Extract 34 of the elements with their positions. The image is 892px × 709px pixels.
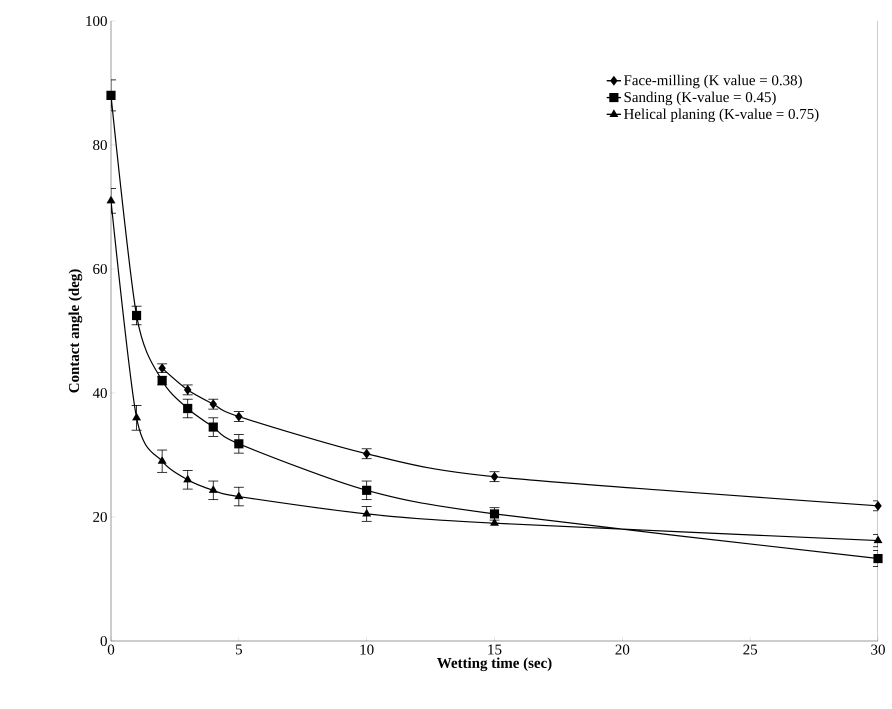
x-axis-title: Wetting time (sec) xyxy=(437,657,552,672)
y-tick-label: 20 xyxy=(93,512,107,522)
x-tick-label: 0 xyxy=(108,644,114,655)
legend-label: Face-milling (K value = 0.38) xyxy=(624,74,802,88)
y-tick-label: 40 xyxy=(92,388,107,398)
x-tick-label: 30 xyxy=(871,644,885,655)
point xyxy=(106,90,116,100)
point xyxy=(209,486,218,493)
legend-label: Sanding (K-value = 0.45) xyxy=(624,92,776,106)
x-tick-label: 15 xyxy=(488,644,502,655)
point xyxy=(183,404,192,414)
y-tick-label: 80 xyxy=(93,140,107,150)
point xyxy=(873,554,883,564)
point xyxy=(132,413,141,420)
point xyxy=(234,492,243,500)
y-tick-label: 60 xyxy=(93,264,107,274)
x-tick-label: 5 xyxy=(236,644,242,654)
point xyxy=(362,486,372,495)
y-axis-title: Contact angle (deg) xyxy=(68,269,82,393)
legend-label: Helical planing (K-value = 0.75) xyxy=(624,108,818,122)
point xyxy=(132,310,142,320)
x-tick-label: 10 xyxy=(360,644,374,655)
point xyxy=(158,456,166,464)
point xyxy=(184,475,192,482)
x-tick-label: 25 xyxy=(743,644,758,655)
point xyxy=(234,439,244,448)
point xyxy=(208,422,218,432)
point xyxy=(490,518,499,526)
x-tick-label: 20 xyxy=(616,644,630,655)
y-tick-label: 100 xyxy=(86,16,107,26)
point xyxy=(362,509,371,516)
y-tick-label: 0 xyxy=(100,636,107,646)
point xyxy=(106,196,116,204)
point xyxy=(874,501,882,510)
